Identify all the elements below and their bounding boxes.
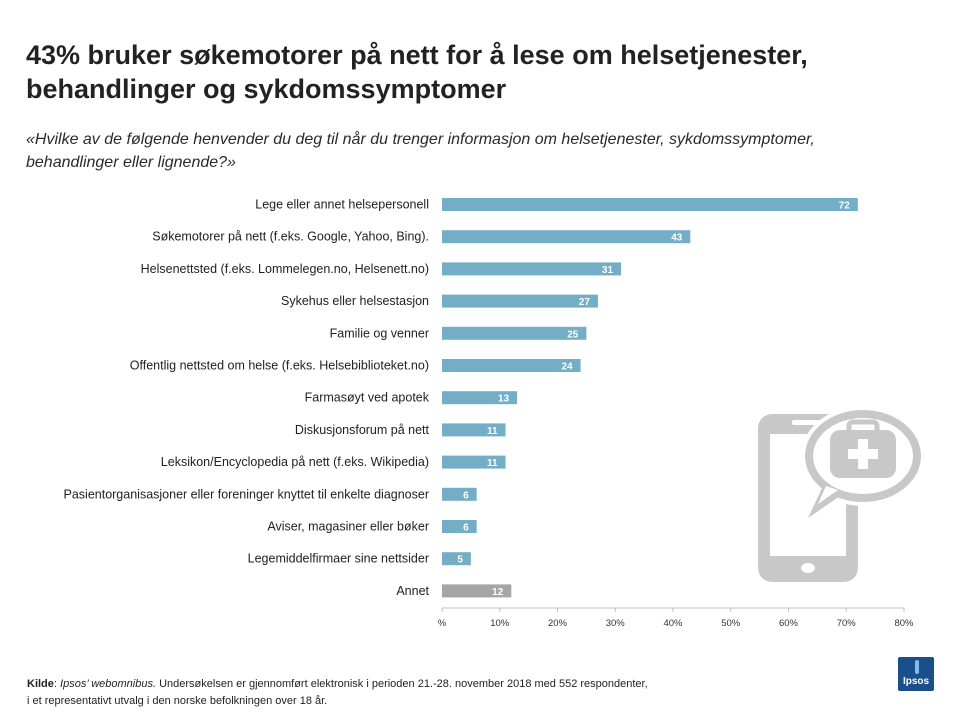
phone-medical-kit-icon (758, 406, 925, 582)
source-text: Undersøkelsen er gjennomført elektronisk… (156, 678, 648, 690)
category-label: Legemiddelfirmaer sine nettsider (248, 552, 429, 566)
data-label: 24 (561, 362, 573, 373)
category-label: Aviser, magasiner eller bøker (267, 520, 429, 534)
category-label: Pasientorganisasjoner eller foreninger k… (64, 487, 430, 501)
bar (442, 391, 518, 405)
x-tick-label: 70% (837, 618, 857, 629)
bar (442, 487, 477, 501)
category-label: Offentlig nettsted om helse (f.eks. Hels… (130, 359, 429, 373)
data-label: 72 (839, 201, 851, 212)
category-label: Familie og venner (330, 326, 429, 340)
survey-question: «Hvilke av de følgende henvender du deg … (26, 128, 906, 174)
x-tick-label: 40% (663, 618, 683, 629)
data-label: 6 (463, 523, 469, 534)
data-label: 25 (567, 329, 579, 340)
data-label: 31 (602, 265, 614, 276)
data-label: 12 (492, 587, 504, 598)
data-label: 5 (457, 555, 463, 566)
data-label: 13 (498, 394, 510, 405)
x-tick-label: 20% (548, 618, 568, 629)
category-label: Diskusjonsforum på nett (295, 423, 430, 437)
data-label: 6 (463, 490, 469, 501)
bar (442, 552, 471, 566)
x-tick-label: % (438, 618, 447, 629)
source-note: Kilde: Ipsos’ webomnibus. Undersøkelsen … (27, 676, 847, 710)
bar (442, 359, 581, 372)
x-tick-label: 10% (490, 618, 510, 629)
bar (442, 455, 506, 469)
x-tick-label: 50% (721, 618, 741, 629)
title-line-1: 43% bruker søkemotorer på nett for å les… (26, 40, 808, 70)
category-label: Helsenettsted (f.eks. Lommelegen.no, Hel… (141, 262, 429, 276)
source-line-2: i et representativt utvalg i den norske … (27, 695, 328, 707)
subtitle-line-1: «Hvilke av de følgende henvender du deg … (26, 131, 815, 148)
bar (442, 230, 691, 244)
ipsos-logo: Ipsos (898, 657, 934, 691)
logo-text: Ipsos (902, 676, 930, 687)
bar (442, 423, 506, 437)
x-tick-label: 80% (894, 618, 914, 629)
data-label: 27 (579, 297, 591, 308)
category-label: Farmasøyt ved apotek (305, 391, 430, 405)
bar (442, 520, 477, 533)
x-tick-label: 30% (606, 618, 626, 629)
source-name: Ipsos’ webomnibus. (60, 678, 157, 690)
source-line-1: Kilde: Ipsos’ webomnibus. Undersøkelsen … (27, 678, 648, 690)
data-label: 43 (671, 233, 683, 244)
data-label: 11 (487, 458, 498, 469)
title-line-2: behandlinger og sykdomssymptomer (26, 74, 507, 104)
subtitle-line-2: behandlinger eller lignende?» (26, 154, 236, 171)
x-tick-label: 60% (779, 618, 799, 629)
category-label: Sykehus eller helsestasjon (281, 294, 429, 308)
bar (442, 584, 512, 598)
bar-chart: Lege eller annet helsepersonell 72 Søkemot… (64, 198, 915, 630)
bar (442, 198, 858, 211)
page-title: 43% bruker søkemotorer på nett for å les… (26, 38, 926, 106)
category-label: Lege eller annet helsepersonell (255, 198, 429, 212)
bar (442, 326, 587, 340)
category-label: Leksikon/Encyclopedia på nett (f.eks. Wi… (161, 455, 429, 469)
data-label: 11 (487, 426, 498, 437)
category-label: Annet (396, 584, 429, 598)
category-label: Søkemotorer på nett (f.eks. Google, Yaho… (152, 230, 429, 244)
source-label: Kilde (27, 678, 54, 690)
bar (442, 294, 598, 308)
bar (442, 262, 622, 276)
